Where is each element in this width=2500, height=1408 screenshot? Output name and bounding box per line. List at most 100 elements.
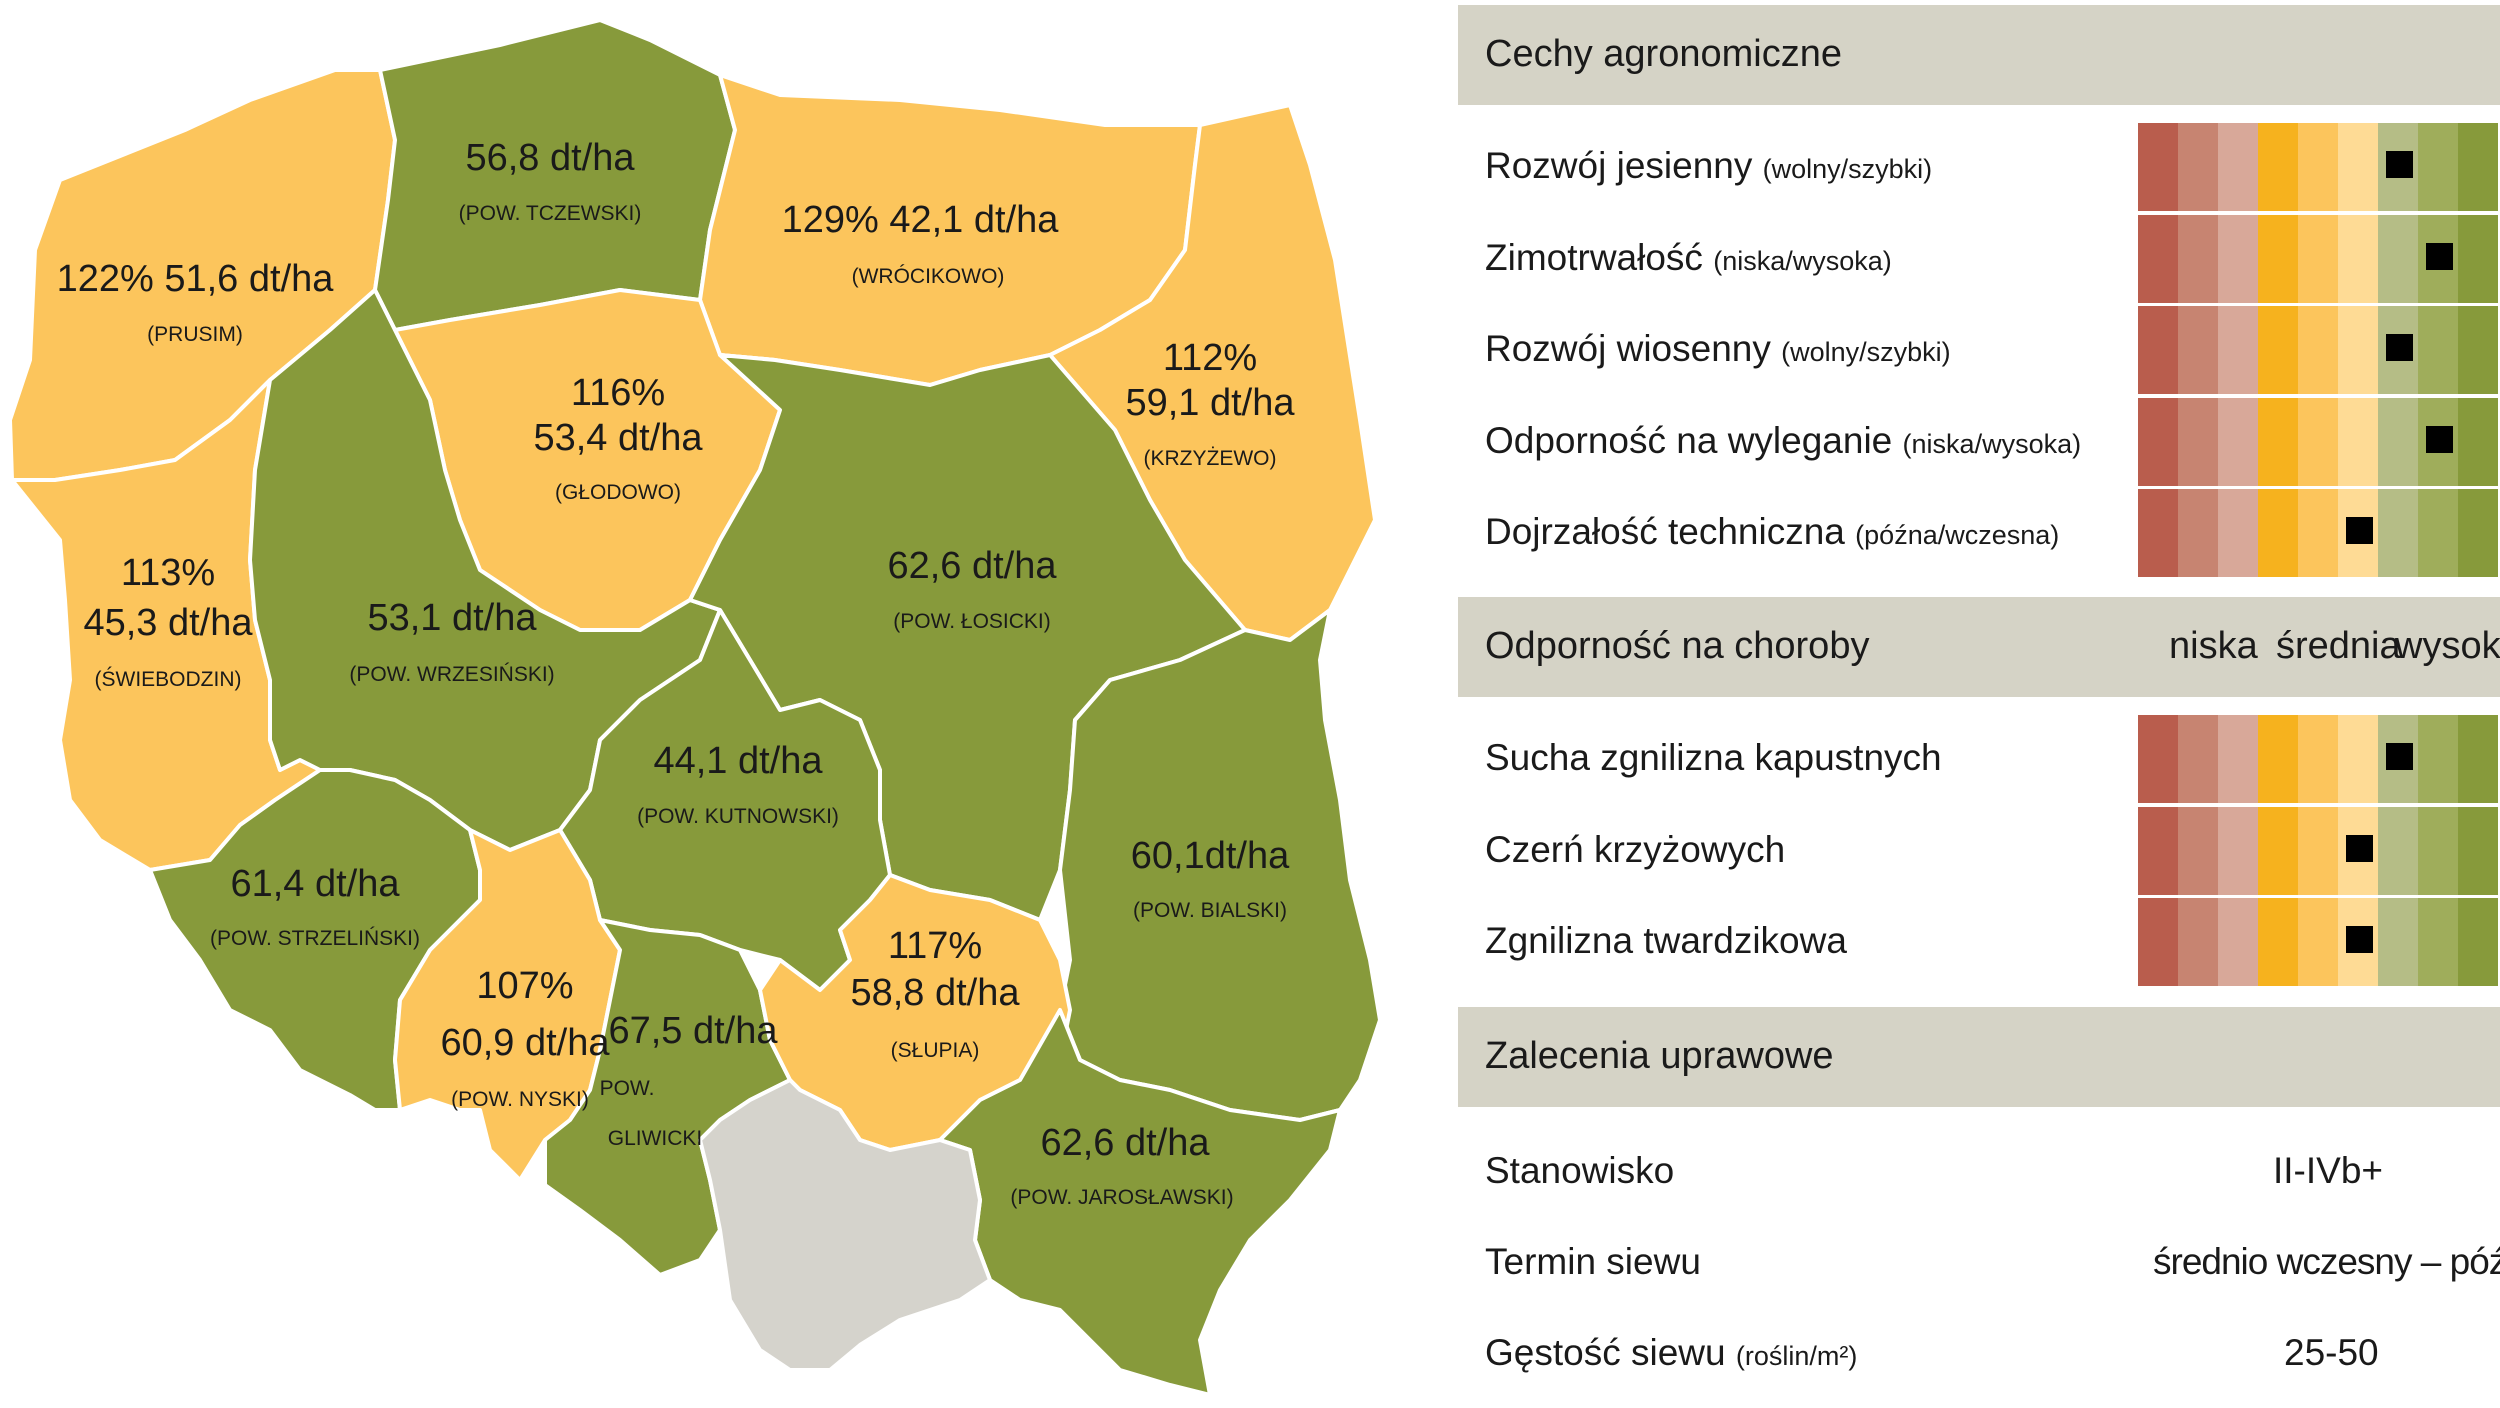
scale-cell: [2458, 715, 2498, 803]
agronomic-rating-scale: [2138, 489, 2500, 577]
label-place-mazowieckie: (POW. ŁOSICKI): [893, 610, 1051, 633]
rating-marker: [2386, 334, 2413, 361]
label-yield-warminsko-mazurskie: 129% 42,1 dt/ha: [782, 199, 1060, 241]
label-yield-swietokrzyskie: 58,8 dt/ha: [850, 972, 1020, 1014]
scale-cell: [2378, 123, 2418, 211]
scale-cell: [2258, 489, 2298, 577]
scale-cell: [2338, 397, 2378, 486]
poland-yield-map: 122% 51,6 dt/ha (PRUSIM) 56,8 dt/ha (POW…: [8, 18, 1382, 1397]
label-percent-opolskie: 107%: [476, 965, 573, 1007]
scale-cell: [2378, 214, 2418, 303]
agronomic-row: Rozwój jesienny (wolny/szybki): [1458, 123, 2500, 213]
scale-cell: [2338, 306, 2378, 394]
label-yield-wielkopolskie: 53,1 dt/ha: [367, 597, 537, 639]
label-yield-lubelskie: 60,1dt/ha: [1131, 835, 1290, 877]
label-percent-swietokrzyskie: 117%: [888, 925, 982, 967]
agronomic-rating-scale: [2138, 214, 2500, 303]
scale-cell: [2178, 306, 2218, 394]
label-yield-lubuskie: 45,3 dt/ha: [83, 602, 253, 644]
scale-cell: [2218, 214, 2258, 303]
disease-rating-scale: [2138, 898, 2500, 986]
disease-row: Czerń krzyżowych: [1458, 806, 2500, 897]
agronomic-row: Rozwój wiosenny (wolny/szybki): [1458, 306, 2500, 396]
rating-marker: [2346, 926, 2373, 953]
scale-cell: [2138, 214, 2178, 303]
recommendation-unit: (roślin/m²): [1735, 1341, 1858, 1371]
scale-cell: [2418, 306, 2458, 394]
recommendation-value: 25-50: [2284, 1332, 2379, 1373]
scale-cell: [2338, 898, 2378, 986]
scale-cell: [2418, 898, 2458, 986]
disease-title: Odporność na choroby: [1485, 625, 1870, 667]
scale-cell: [2298, 123, 2338, 211]
rating-marker: [2346, 834, 2373, 862]
label-yield-zachodniopomorskie: 122% 51,6 dt/ha: [57, 258, 335, 300]
region-opolskie: [393, 828, 622, 1182]
recommendation-label: Termin siewu: [1485, 1241, 1701, 1282]
agronomic-scale-hint: (wolny/szybki): [1781, 337, 1951, 367]
agronomic-scale-hint: (niska/wysoka): [1713, 245, 1892, 276]
agronomic-scale-hint: (wolny/szybki): [1762, 154, 1933, 184]
agronomic-header: Cechy agronomiczne: [1458, 5, 2500, 105]
scale-cell: [2298, 397, 2338, 486]
scale-cell: [2138, 489, 2178, 577]
scale-cell: [2218, 397, 2258, 486]
agronomic-scale-hint: (niska/wysoka): [1902, 428, 2082, 459]
disease-label: Sucha zgnilizna kapustnych: [1485, 737, 1942, 778]
scale-cell: [2218, 306, 2258, 394]
recommendation-row-termin-siewu: Termin siewu średnio wczesny – późny: [1458, 1219, 2500, 1309]
disease-header: Odporność na choroby niska średnia wysok…: [1458, 597, 2500, 697]
scale-cell: [2338, 123, 2378, 211]
scale-cell: [2298, 489, 2338, 577]
label-place-zachodniopomorskie: (PRUSIM): [147, 323, 243, 346]
scale-cell: [2298, 715, 2338, 803]
scale-cell: [2258, 898, 2298, 986]
agronomic-row: Odporność na wyleganie (niska/wysoka): [1458, 397, 2500, 488]
scale-cell: [2418, 489, 2458, 577]
disease-row: Sucha zgnilizna kapustnych: [1458, 715, 2500, 805]
scale-cell: [2258, 806, 2298, 895]
disease-rating-scale: [2138, 715, 2500, 803]
scale-cell: [2418, 806, 2458, 895]
scale-mid-label: średnia: [2276, 625, 2401, 667]
agronomic-label: Rozwój wiosenny (wolny/szybki): [1485, 328, 1951, 369]
label-place-wielkopolskie: (POW. WRZESIŃSKI): [349, 663, 554, 686]
rating-marker: [2386, 743, 2413, 770]
region-mazowieckie: [688, 353, 1247, 922]
label-place-opolskie: (POW. NYSKI): [451, 1088, 589, 1111]
scale-cell: [2218, 123, 2258, 211]
agronomic-scale-hint: (późna/wczesna): [1855, 520, 2060, 550]
label-percent-lubuskie: 113%: [121, 552, 215, 594]
scale-cell: [2458, 397, 2498, 486]
scale-cell: [2298, 898, 2338, 986]
scale-cell: [2298, 306, 2338, 394]
label-place-slaskie-line2: GLIWICKI: [608, 1127, 703, 1150]
scale-cell: [2418, 715, 2458, 803]
label-yield-opolskie: 60,9 dt/ha: [440, 1022, 610, 1064]
label-place-slaskie-line1: POW.: [600, 1077, 655, 1100]
rating-marker: [2386, 151, 2413, 178]
scale-cell: [2138, 898, 2178, 986]
label-place-podlaskie: (KRZYŻEWO): [1144, 447, 1277, 470]
scale-cell: [2418, 214, 2458, 303]
scale-cell: [2458, 806, 2498, 895]
scale-cell: [2138, 397, 2178, 486]
rating-marker: [2346, 517, 2373, 544]
scale-cell: [2178, 489, 2218, 577]
scale-cell: [2178, 123, 2218, 211]
scale-cell: [2178, 898, 2218, 986]
scale-cell: [2378, 806, 2418, 895]
scale-cell: [2338, 715, 2378, 803]
scale-cell: [2178, 214, 2218, 303]
scale-cell: [2378, 306, 2418, 394]
scale-cell: [2338, 214, 2378, 303]
label-yield-dolnoslaskie: 61,4 dt/ha: [230, 863, 400, 905]
recommendation-value: II-IVb+: [2273, 1150, 2384, 1191]
agronomic-label: Rozwój jesienny (wolny/szybki): [1485, 145, 1933, 186]
scale-cell: [2298, 806, 2338, 895]
recommendations-title: Zalecenia uprawowe: [1485, 1035, 1834, 1077]
scale-cell: [2258, 306, 2298, 394]
label-place-warminsko-mazurskie: (WRÓCIKOWO): [852, 265, 1005, 288]
scale-cell: [2178, 806, 2218, 895]
scale-cell: [2218, 806, 2258, 895]
